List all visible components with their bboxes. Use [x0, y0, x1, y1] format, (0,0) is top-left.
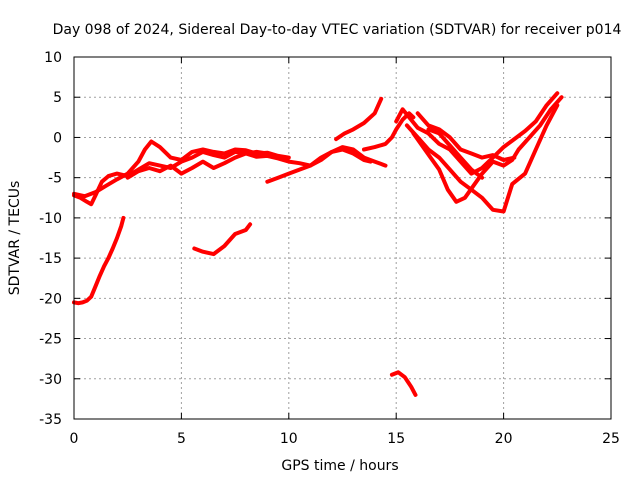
- y-tick-label: -25: [39, 332, 62, 348]
- y-tick-label: -35: [39, 412, 62, 428]
- plot-frame: [73, 56, 612, 420]
- series-line-arc-10: [394, 91, 560, 176]
- x-tick-label: 0: [70, 431, 79, 447]
- grid-lines: [74, 57, 611, 419]
- x-tick-labels: 0 5 10 15 20 25: [70, 431, 620, 447]
- x-tick-label: 25: [602, 431, 620, 447]
- series-line-arc-5: [192, 222, 253, 257]
- series-line-arc-4: [125, 149, 270, 180]
- series-line-arc-11: [411, 95, 564, 204]
- x-tick-label: 10: [280, 431, 298, 447]
- y-tick-label: -20: [39, 291, 62, 307]
- y-tick-label: -15: [39, 251, 62, 267]
- series-line-arc-13: [415, 111, 517, 162]
- y-tick-label: -30: [39, 372, 62, 388]
- y-tick-label: -5: [48, 171, 62, 187]
- y-tick-label: 0: [53, 130, 62, 146]
- y-axis-label: SDTVAR / TECUs: [7, 181, 23, 296]
- series-line-arc-6: [265, 147, 373, 184]
- series-line-arc-14: [426, 127, 485, 180]
- chart-title: Day 098 of 2024, Sidereal Day-to-day VTE…: [53, 22, 622, 38]
- y-tick-labels: 10 5 0 -5 -10 -15 -20 -25 -30 -35: [39, 50, 62, 428]
- series-line-arc-12: [404, 103, 560, 214]
- x-tick-label: 5: [177, 431, 186, 447]
- y-tick-label: -10: [39, 211, 62, 227]
- y-tick-label: 5: [53, 90, 62, 106]
- data-series-group: [72, 91, 564, 397]
- series-line-arc-7: [334, 96, 384, 142]
- x-axis-label: GPS time / hours: [281, 458, 398, 474]
- series-line-arc-1: [72, 215, 126, 306]
- x-tick-label: 20: [495, 431, 513, 447]
- series-line-arc-9: [389, 370, 418, 397]
- axis-ticks: [73, 56, 612, 420]
- x-tick-label: 15: [387, 431, 405, 447]
- y-tick-label: 10: [44, 50, 62, 66]
